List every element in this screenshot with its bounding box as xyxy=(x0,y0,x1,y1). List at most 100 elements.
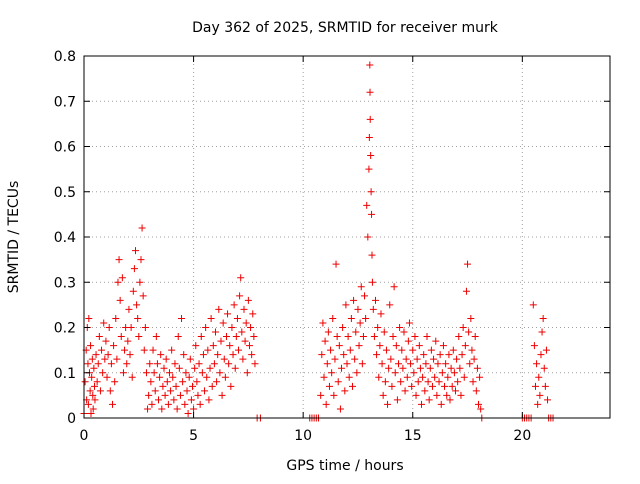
x-tick-label: 15 xyxy=(404,428,422,444)
data-point xyxy=(106,387,114,395)
data-point xyxy=(468,346,476,354)
data-point xyxy=(460,373,468,381)
data-point xyxy=(535,373,543,381)
data-point xyxy=(102,337,110,345)
data-point xyxy=(368,210,376,218)
data-point xyxy=(439,342,447,350)
data-point xyxy=(165,369,173,377)
data-point xyxy=(178,314,186,322)
data-point xyxy=(243,369,251,377)
data-point xyxy=(416,364,424,372)
data-point xyxy=(96,387,104,395)
data-point xyxy=(123,360,131,368)
data-point xyxy=(92,351,100,359)
data-point xyxy=(338,364,346,372)
data-point xyxy=(119,369,127,377)
data-point xyxy=(529,301,537,309)
data-point xyxy=(467,314,475,322)
data-point xyxy=(368,278,376,286)
data-point xyxy=(198,369,206,377)
data-point xyxy=(152,333,160,341)
data-point xyxy=(425,396,433,404)
data-point xyxy=(367,188,375,196)
x-tick-label: 10 xyxy=(294,428,312,444)
data-point xyxy=(160,364,168,372)
data-point xyxy=(451,387,459,395)
data-point xyxy=(325,382,333,390)
data-point xyxy=(108,400,116,408)
data-point xyxy=(204,346,212,354)
data-point xyxy=(157,351,165,359)
data-point xyxy=(441,382,449,390)
data-point xyxy=(413,355,421,363)
data-point xyxy=(317,391,325,399)
data-point xyxy=(170,396,178,404)
data-point xyxy=(456,364,464,372)
y-tick-label: 0.3 xyxy=(54,275,76,291)
data-point xyxy=(216,369,224,377)
data-point xyxy=(374,324,382,331)
data-point xyxy=(181,400,189,408)
data-point xyxy=(210,360,218,368)
data-point xyxy=(418,400,426,408)
data-point xyxy=(112,314,120,322)
data-point xyxy=(421,387,429,395)
data-point xyxy=(114,278,122,286)
data-point xyxy=(161,391,169,399)
data-point xyxy=(90,364,98,372)
data-point xyxy=(368,251,376,259)
data-point xyxy=(172,382,180,390)
data-point xyxy=(104,351,112,359)
data-point xyxy=(402,355,410,363)
chart-title: Day 362 of 2025, SRMTID for receiver mur… xyxy=(192,20,499,36)
data-point xyxy=(212,328,219,336)
data-point xyxy=(340,351,348,359)
data-point xyxy=(432,337,440,345)
data-point xyxy=(169,373,177,381)
grid xyxy=(84,56,610,418)
data-point xyxy=(369,305,377,313)
data-point xyxy=(397,378,405,386)
data-point xyxy=(378,360,386,368)
data-point xyxy=(459,324,467,331)
data-point xyxy=(167,387,175,395)
data-point xyxy=(334,378,342,386)
data-point xyxy=(384,400,392,408)
data-point xyxy=(225,360,233,368)
data-point xyxy=(333,333,341,341)
data-point xyxy=(395,360,403,368)
data-point xyxy=(89,405,97,413)
data-point xyxy=(436,351,444,359)
data-point xyxy=(213,378,221,386)
data-point xyxy=(348,382,356,390)
data-point xyxy=(231,364,239,372)
data-point xyxy=(93,378,101,386)
data-point xyxy=(445,351,453,359)
data-point xyxy=(446,396,454,404)
data-point xyxy=(121,346,129,354)
data-point xyxy=(411,333,419,341)
data-point xyxy=(322,400,330,408)
data-point xyxy=(142,369,150,377)
data-point xyxy=(196,400,204,408)
data-point xyxy=(410,369,418,377)
data-point xyxy=(353,369,361,377)
data-point xyxy=(100,319,108,327)
data-point xyxy=(462,287,470,295)
data-point xyxy=(415,342,423,350)
data-point xyxy=(320,373,328,381)
data-point xyxy=(426,364,434,372)
data-point xyxy=(405,319,413,327)
data-point xyxy=(359,333,367,341)
data-point xyxy=(365,133,373,141)
data-point xyxy=(156,373,164,381)
data-point xyxy=(240,305,248,313)
data-point xyxy=(335,342,343,350)
data-point xyxy=(438,369,446,377)
data-point xyxy=(475,400,482,408)
data-point xyxy=(180,351,188,359)
data-point xyxy=(215,305,223,313)
data-point xyxy=(430,355,438,363)
data-point xyxy=(355,342,363,350)
